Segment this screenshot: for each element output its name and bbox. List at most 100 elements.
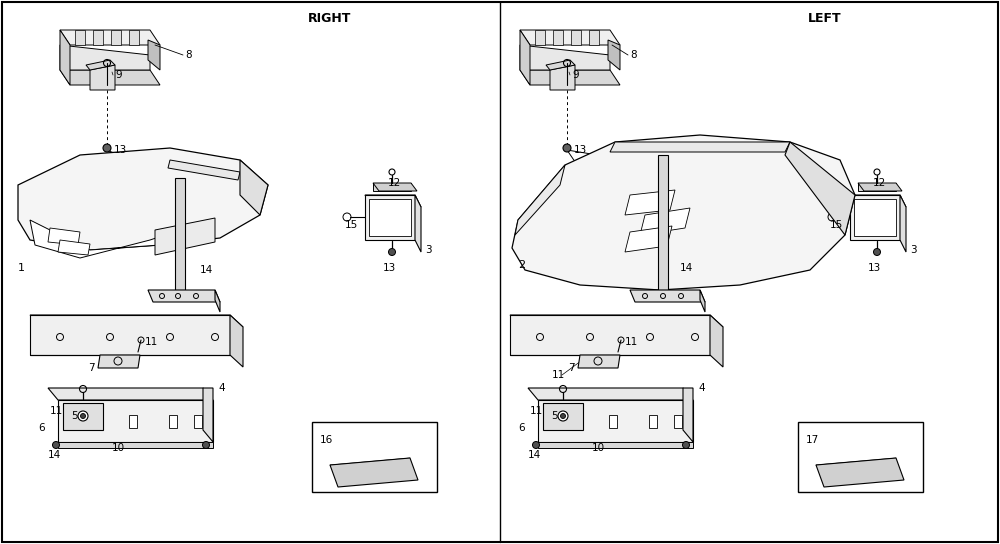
Circle shape [388,249,396,256]
Text: 12: 12 [388,178,401,188]
Polygon shape [510,315,710,355]
Polygon shape [60,30,70,85]
Polygon shape [858,183,896,191]
Polygon shape [630,290,705,302]
Polygon shape [683,388,693,442]
Polygon shape [155,218,215,255]
Polygon shape [18,148,268,250]
Polygon shape [520,30,620,45]
Circle shape [532,442,540,448]
Text: 2: 2 [518,260,525,270]
Polygon shape [60,70,160,85]
Polygon shape [710,315,723,367]
Polygon shape [640,208,690,235]
Polygon shape [30,315,230,355]
Polygon shape [610,142,790,152]
Polygon shape [365,195,421,207]
Polygon shape [528,388,693,400]
Polygon shape [569,415,577,428]
Polygon shape [785,142,855,235]
Text: 14: 14 [200,265,213,275]
Polygon shape [535,30,545,45]
Text: 6: 6 [38,423,45,433]
Polygon shape [700,290,705,312]
Polygon shape [168,160,240,180]
Text: 5: 5 [551,411,558,421]
Text: 12: 12 [873,178,886,188]
Polygon shape [415,195,421,252]
Bar [798,422,923,492]
Polygon shape [30,315,243,327]
Text: 6: 6 [518,423,525,433]
Text: 7: 7 [88,363,95,373]
Circle shape [560,413,566,418]
Text: 15: 15 [345,220,358,230]
Polygon shape [538,400,693,442]
Polygon shape [649,415,657,428]
Polygon shape [48,388,213,400]
Polygon shape [520,70,620,85]
Polygon shape [520,45,610,70]
Polygon shape [658,155,668,290]
Polygon shape [98,355,140,368]
Text: 11: 11 [552,370,565,380]
Polygon shape [520,30,530,85]
Polygon shape [578,355,620,368]
Polygon shape [365,195,415,240]
Text: 14: 14 [528,450,541,460]
Polygon shape [75,30,85,45]
Polygon shape [93,30,103,45]
Polygon shape [515,165,565,235]
Polygon shape [30,220,200,258]
Text: 3: 3 [425,245,432,255]
Polygon shape [63,403,103,430]
Polygon shape [89,415,97,428]
Polygon shape [203,388,213,442]
Polygon shape [175,178,185,290]
Polygon shape [369,199,411,236]
Text: 5: 5 [71,411,78,421]
Polygon shape [58,400,213,442]
Text: 9: 9 [115,70,122,80]
Polygon shape [129,415,137,428]
Text: 15: 15 [830,220,843,230]
Polygon shape [230,315,243,367]
Polygon shape [58,442,213,448]
Circle shape [52,442,60,448]
Text: 14: 14 [48,450,61,460]
Bar [312,422,437,492]
Polygon shape [538,442,693,448]
Polygon shape [850,195,906,207]
Text: LEFT: LEFT [808,11,842,24]
Polygon shape [240,160,268,215]
Polygon shape [553,30,563,45]
Polygon shape [330,458,418,487]
Polygon shape [512,135,855,290]
Circle shape [80,413,86,418]
Polygon shape [215,290,220,312]
Polygon shape [816,458,904,487]
Text: 3: 3 [910,245,917,255]
Text: 11: 11 [145,337,158,347]
Text: 13: 13 [868,263,881,273]
Text: 13: 13 [383,263,396,273]
Text: 10: 10 [112,443,125,453]
Polygon shape [900,195,906,252]
Text: 17: 17 [806,435,819,445]
Text: 9: 9 [572,70,579,80]
Text: 8: 8 [630,50,637,60]
Polygon shape [60,45,150,70]
Text: 11: 11 [50,406,63,416]
Polygon shape [609,415,617,428]
Text: 4: 4 [218,383,225,393]
Polygon shape [608,40,620,70]
Polygon shape [546,60,575,70]
Polygon shape [373,183,417,191]
Circle shape [563,144,571,152]
Polygon shape [148,290,220,302]
Text: 13: 13 [574,145,587,155]
Polygon shape [169,415,177,428]
Polygon shape [550,65,575,90]
Polygon shape [850,195,900,240]
Polygon shape [129,30,139,45]
